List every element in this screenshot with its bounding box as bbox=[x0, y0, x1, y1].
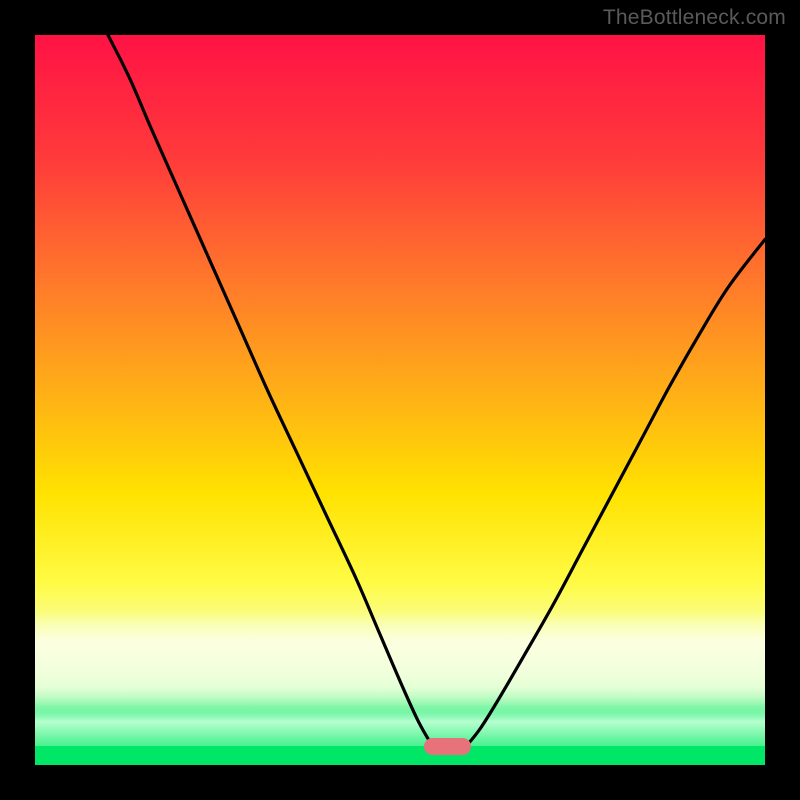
curve-right bbox=[466, 239, 765, 746]
curve-left bbox=[108, 35, 433, 747]
bottleneck-curve bbox=[35, 35, 765, 765]
plot-area bbox=[35, 35, 765, 765]
optimal-marker bbox=[424, 738, 471, 755]
plot-frame bbox=[35, 35, 765, 765]
watermark-text: TheBottleneck.com bbox=[603, 6, 786, 30]
